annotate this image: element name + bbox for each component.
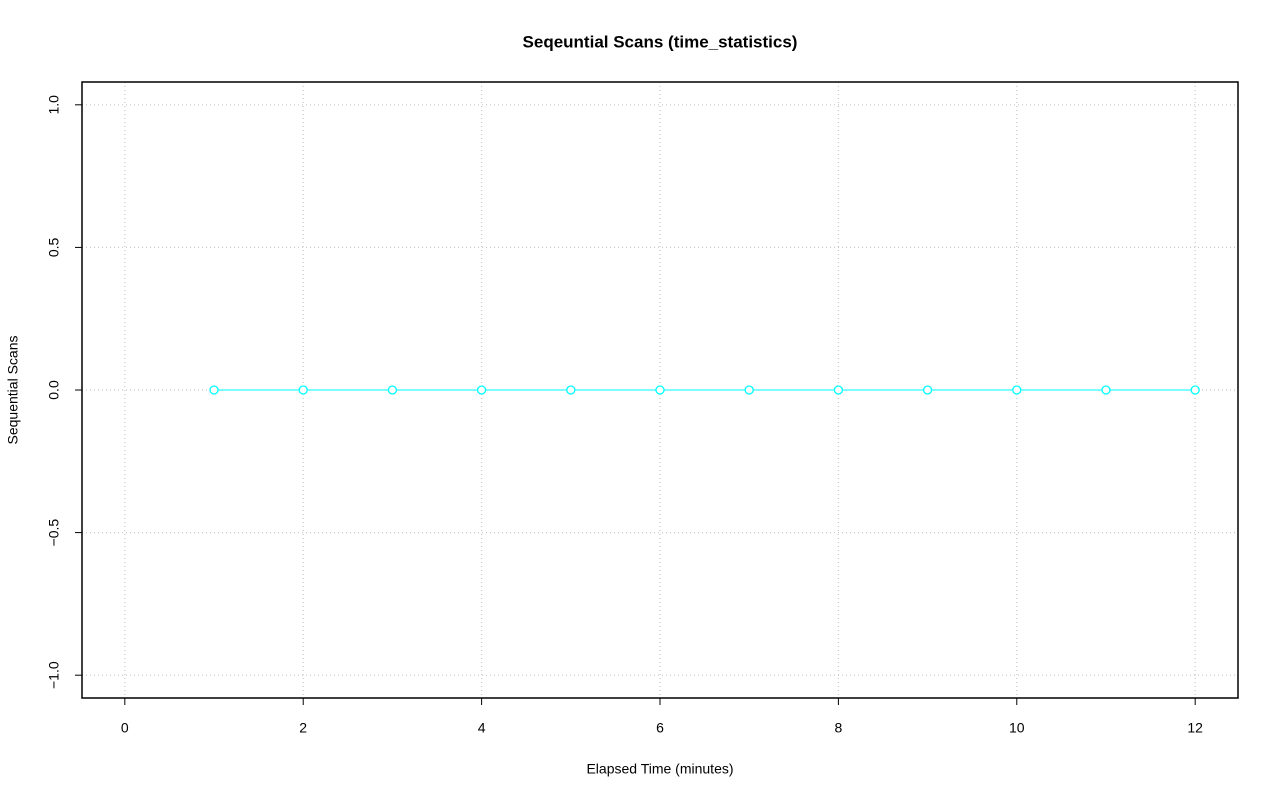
x-tick-label: 12 bbox=[1187, 720, 1203, 736]
data-point bbox=[1101, 385, 1111, 395]
x-tick-label: 10 bbox=[1009, 720, 1025, 736]
data-point bbox=[209, 385, 219, 395]
y-tick-label: −1.0 bbox=[46, 661, 62, 689]
y-tick-label: 0.5 bbox=[46, 237, 62, 257]
data-point bbox=[922, 385, 933, 395]
y-tick-label: 0.0 bbox=[46, 380, 62, 400]
x-tick-label: 2 bbox=[299, 720, 307, 736]
y-tick-label: −0.5 bbox=[46, 519, 62, 547]
data-point bbox=[655, 385, 665, 395]
x-axis-label: Elapsed Time (minutes) bbox=[586, 761, 733, 777]
y-tick-label: 1.0 bbox=[46, 95, 62, 115]
data-point bbox=[1190, 385, 1200, 395]
x-tick-label: 4 bbox=[478, 720, 486, 736]
data-point bbox=[744, 385, 754, 395]
y-axis-label: Sequential Scans bbox=[5, 336, 21, 445]
data-point bbox=[566, 385, 576, 395]
data-point bbox=[476, 385, 487, 395]
data-point bbox=[833, 385, 844, 395]
data-point bbox=[298, 385, 308, 395]
x-tick-label: 6 bbox=[656, 720, 664, 736]
data-point bbox=[1012, 385, 1022, 395]
chart-title: Seqeuntial Scans (time_statistics) bbox=[523, 32, 798, 51]
x-tick-label: 8 bbox=[834, 720, 842, 736]
x-tick-label: 0 bbox=[121, 720, 129, 736]
data-point bbox=[387, 385, 398, 395]
